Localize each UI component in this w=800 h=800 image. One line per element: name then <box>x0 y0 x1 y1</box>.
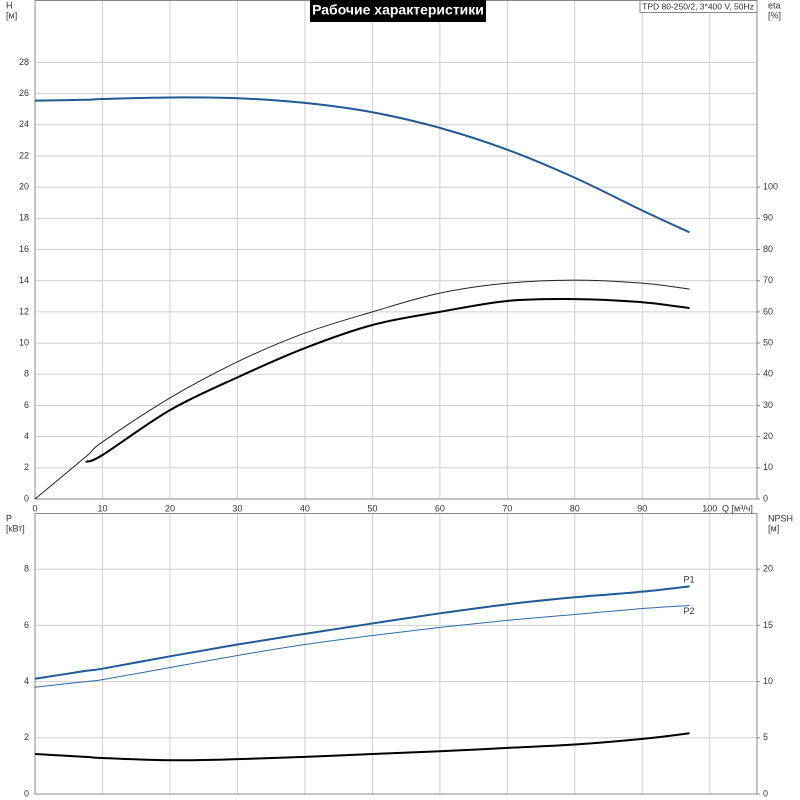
y2-tick-label: 50 <box>763 337 773 347</box>
y2-tick-label: 100 <box>763 182 778 192</box>
y2-tick-label: 10 <box>763 462 773 472</box>
x-tick-label: 30 <box>232 503 242 513</box>
y2-tick-label: 0 <box>763 493 768 503</box>
y-tick-label: 2 <box>24 732 29 742</box>
y-axis-label: P <box>6 513 12 523</box>
series-label: P1 <box>684 575 695 585</box>
y-tick-label: 6 <box>24 620 29 630</box>
y2-tick-label: 70 <box>763 275 773 285</box>
series-label: P2 <box>684 606 695 616</box>
x-tick-label: 70 <box>502 503 512 513</box>
y2-axis-unit: [м] <box>768 523 779 533</box>
curve <box>34 96 690 234</box>
y2-axis-unit: [%] <box>768 10 781 20</box>
x-tick-label: 90 <box>637 503 647 513</box>
x-tick-label: 10 <box>97 503 107 513</box>
chart-title: Рабочие характеристики <box>312 2 484 18</box>
y-tick-label: 4 <box>24 431 29 441</box>
y2-axis-label: eta <box>768 0 781 10</box>
y-tick-label: 26 <box>19 88 29 98</box>
y-tick-label: 16 <box>19 244 29 254</box>
title-box <box>310 0 486 22</box>
curve <box>34 732 690 762</box>
x-tick-label: 80 <box>570 503 580 513</box>
y-axis-unit: [м] <box>6 10 17 20</box>
y2-tick-label: 0 <box>763 788 768 798</box>
y2-tick-label: 10 <box>763 676 773 686</box>
y-tick-label: 12 <box>19 306 29 316</box>
y2-tick-label: 15 <box>763 620 773 630</box>
y-tick-label: 28 <box>19 57 29 67</box>
x-tick-label: 20 <box>165 503 175 513</box>
curve <box>34 604 690 688</box>
y-tick-label: 2 <box>24 462 29 472</box>
y2-tick-label: 80 <box>763 244 773 254</box>
x-axis-label: Q [м³/ч] <box>722 503 753 513</box>
y-tick-label: 20 <box>19 182 29 192</box>
y-tick-label: 8 <box>24 564 29 574</box>
y2-tick-label: 5 <box>763 732 768 742</box>
y-axis-unit: [кВт] <box>6 523 25 533</box>
curve <box>85 297 690 463</box>
x-tick-label: 0 <box>32 503 37 513</box>
y2-tick-label: 30 <box>763 400 773 410</box>
x-tick-label: 50 <box>367 503 377 513</box>
y-tick-label: 14 <box>19 275 29 285</box>
x-tick-label: 40 <box>300 503 310 513</box>
x-tick-label: 60 <box>435 503 445 513</box>
y2-tick-label: 20 <box>763 564 773 574</box>
curve <box>34 585 690 680</box>
model-label: TPD 80-250/2, 3*400 V, 50Hz <box>642 1 754 11</box>
y2-tick-label: 40 <box>763 369 773 379</box>
y-tick-label: 10 <box>19 337 29 347</box>
y2-tick-label: 90 <box>763 213 773 223</box>
y-tick-label: 22 <box>19 150 29 160</box>
y2-tick-label: 20 <box>763 431 773 441</box>
curve <box>34 279 690 500</box>
y-tick-label: 4 <box>24 676 29 686</box>
y-tick-label: 18 <box>19 213 29 223</box>
y-axis-label: H <box>6 0 13 10</box>
y-tick-label: 6 <box>24 400 29 410</box>
y-tick-label: 8 <box>24 369 29 379</box>
y2-tick-label: 60 <box>763 306 773 316</box>
plot-frame <box>34 513 758 795</box>
y-tick-label: 0 <box>24 493 29 503</box>
y-tick-label: 0 <box>24 788 29 798</box>
x-tick-label: 100 <box>702 503 717 513</box>
y-tick-label: 24 <box>19 119 29 129</box>
y2-axis-label: NPSH <box>768 513 793 523</box>
model-box <box>639 0 758 13</box>
